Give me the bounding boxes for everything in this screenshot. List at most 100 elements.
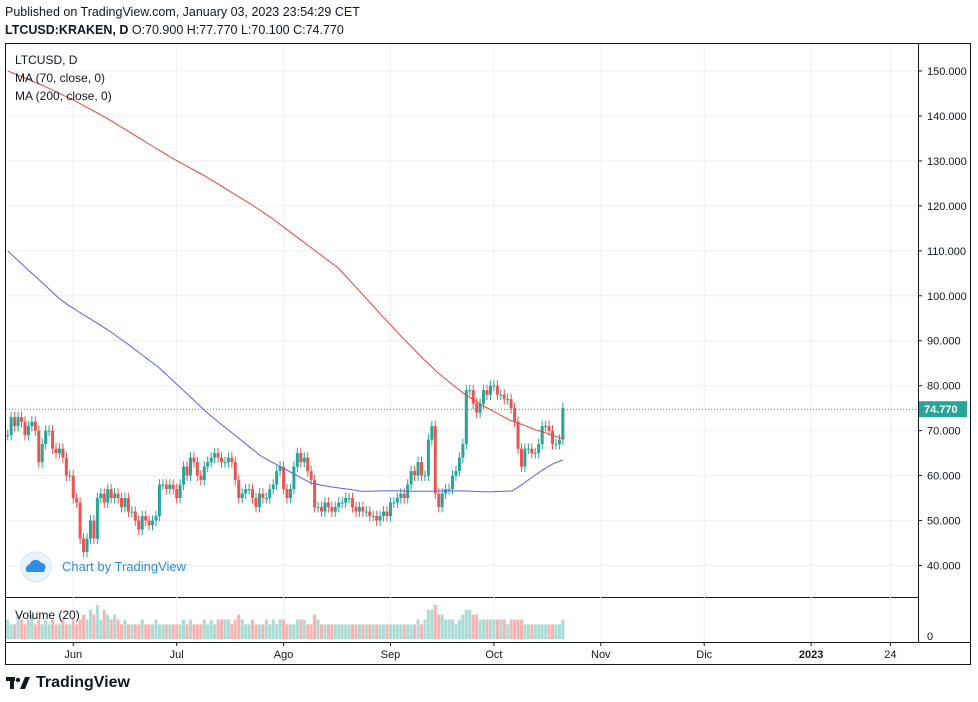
candle-body[interactable] — [6, 435, 10, 437]
candle-body[interactable] — [388, 502, 392, 517]
candle-body[interactable] — [37, 430, 41, 463]
candle-body[interactable] — [182, 466, 186, 485]
candle-body[interactable] — [364, 511, 368, 513]
candle-body[interactable] — [471, 390, 475, 404]
candle-body[interactable] — [485, 390, 489, 395]
candle-body[interactable] — [451, 475, 455, 490]
candle-body[interactable] — [257, 493, 261, 508]
candle-body[interactable] — [123, 498, 127, 508]
candle-body[interactable] — [99, 493, 103, 499]
candle-body[interactable] — [402, 493, 406, 499]
candle-body[interactable] — [271, 484, 275, 490]
candle-body[interactable] — [240, 493, 244, 499]
plot-area[interactable] — [6, 70, 918, 558]
candle-body[interactable] — [109, 489, 113, 499]
candle-body[interactable] — [306, 457, 310, 472]
candle-body[interactable] — [133, 511, 137, 521]
candle-body[interactable] — [30, 421, 34, 427]
candle-body[interactable] — [247, 489, 251, 491]
candle-body[interactable] — [413, 471, 417, 476]
candle-body[interactable] — [157, 484, 161, 517]
candle-body[interactable] — [161, 484, 165, 486]
candle-body[interactable] — [385, 511, 389, 517]
candle-body[interactable] — [492, 385, 496, 387]
candle-body[interactable] — [337, 502, 341, 508]
candle-body[interactable] — [120, 498, 124, 508]
candle-body[interactable] — [233, 462, 237, 481]
candle-body[interactable] — [244, 489, 248, 494]
candle-body[interactable] — [282, 466, 286, 490]
candle-body[interactable] — [375, 516, 379, 521]
candle-body[interactable] — [461, 444, 465, 458]
candle-body[interactable] — [126, 498, 130, 512]
candle-body[interactable] — [506, 399, 510, 401]
candle-body[interactable] — [206, 462, 210, 467]
candle-body[interactable] — [316, 507, 320, 509]
candle-body[interactable] — [16, 417, 20, 427]
candle-body[interactable] — [230, 457, 234, 463]
candle-body[interactable] — [113, 493, 117, 499]
candle-body[interactable] — [440, 493, 444, 508]
candle-body[interactable] — [140, 516, 144, 530]
candle-body[interactable] — [395, 498, 399, 503]
candle-body[interactable] — [354, 507, 358, 512]
candle-body[interactable] — [547, 426, 551, 431]
candle-body[interactable] — [251, 489, 255, 499]
candle-body[interactable] — [202, 466, 206, 481]
candle-body[interactable] — [416, 462, 420, 476]
candle-body[interactable] — [106, 489, 110, 503]
candle-body[interactable] — [9, 417, 13, 436]
candle-body[interactable] — [313, 480, 317, 508]
candle-body[interactable] — [188, 457, 192, 476]
candle-body[interactable] — [371, 516, 375, 518]
candle-body[interactable] — [237, 480, 241, 499]
candle-body[interactable] — [554, 444, 558, 446]
candle-body[interactable] — [23, 421, 27, 436]
candle-body[interactable] — [344, 498, 348, 503]
candle-body[interactable] — [544, 426, 548, 428]
candle-body[interactable] — [78, 502, 82, 539]
candle-body[interactable] — [226, 457, 230, 463]
candle-body[interactable] — [88, 520, 92, 539]
candle-body[interactable] — [254, 498, 258, 508]
candle-body[interactable] — [433, 426, 437, 494]
candle-body[interactable] — [499, 394, 503, 396]
candle-body[interactable] — [437, 493, 441, 508]
candle-body[interactable] — [71, 475, 75, 499]
candle-body[interactable] — [537, 444, 541, 454]
candle-body[interactable] — [268, 489, 272, 499]
candle-body[interactable] — [275, 471, 279, 485]
candle-body[interactable] — [171, 484, 175, 490]
candle-body[interactable] — [468, 390, 472, 392]
candle-body[interactable] — [382, 511, 386, 517]
candle-body[interactable] — [151, 520, 155, 526]
candle-body[interactable] — [561, 408, 565, 440]
candle-body[interactable] — [430, 426, 434, 440]
candle-body[interactable] — [209, 457, 213, 463]
candle-body[interactable] — [457, 457, 461, 472]
candle-body[interactable] — [261, 493, 265, 499]
candle-body[interactable] — [278, 466, 282, 472]
candle-body[interactable] — [551, 430, 555, 445]
candle-body[interactable] — [392, 502, 396, 504]
candle-body[interactable] — [164, 484, 168, 490]
candle-body[interactable] — [323, 502, 327, 512]
candle-body[interactable] — [423, 475, 427, 477]
candle-body[interactable] — [351, 498, 355, 508]
candle-body[interactable] — [530, 448, 534, 454]
candle-body[interactable] — [488, 385, 492, 395]
candle-body[interactable] — [47, 430, 51, 432]
watermark[interactable]: Chart by TradingView — [20, 551, 187, 583]
candle-body[interactable] — [168, 484, 172, 490]
candle-body[interactable] — [178, 484, 182, 499]
candle-body[interactable] — [285, 489, 289, 499]
candle-body[interactable] — [399, 493, 403, 499]
candle-body[interactable] — [361, 507, 365, 512]
candle-body[interactable] — [102, 493, 106, 503]
candle-body[interactable] — [61, 448, 65, 458]
candle-body[interactable] — [137, 520, 141, 530]
candle-body[interactable] — [299, 453, 303, 463]
candle-body[interactable] — [51, 430, 55, 449]
candle-body[interactable] — [347, 498, 351, 500]
